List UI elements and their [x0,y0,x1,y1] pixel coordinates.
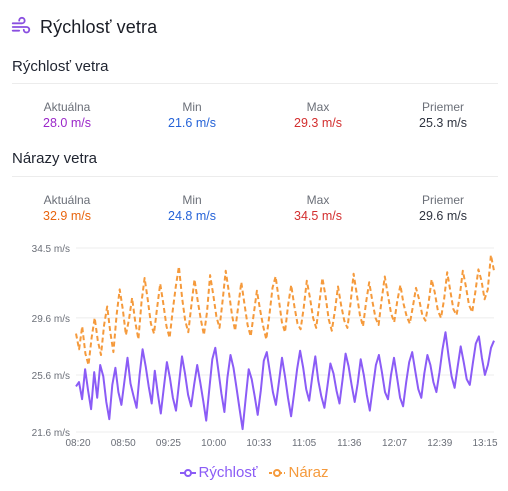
legend-marker-speed [179,468,196,477]
gusts-max-stat: Max 34.5 m/s [258,193,378,224]
stat-value: 28.0 m/s [43,116,91,130]
stat-label: Max [306,100,330,114]
stat-label: Min [182,193,202,207]
stat-value: 21.6 m/s [168,116,216,130]
wind-chart[interactable]: 34.5 m/s 29.6 m/s 25.6 m/s 21.6 m/s08:20 08:… [0,232,508,454]
speed-current-stat: Aktuálna 28.0 m/s [7,100,127,131]
gusts-avg-stat: Priemer 29.6 m/s [383,193,503,224]
x-tick-label: 11:05 [292,438,317,449]
legend-marker-gust [269,468,286,477]
wind-icon [11,16,31,34]
stat-value: 29.6 m/s [419,209,467,223]
stat-value: 25.3 m/s [419,116,467,130]
speed-section-title: Rýchlosť vetra [12,58,109,75]
speed-min-stat: Min 21.6 m/s [132,100,252,131]
speed-divider [12,83,498,84]
y-tick-label: 34.5 m/s [32,244,70,255]
x-tick-label: 08:20 [65,438,90,449]
stat-label: Max [306,193,330,207]
stat-value: 34.5 m/s [294,209,342,223]
stat-value: 24.8 m/s [168,209,216,223]
legend-item-speed[interactable]: Rýchlosť [179,464,258,481]
x-tick-label: 10:00 [201,438,226,449]
x-tick-label: 11:36 [337,438,362,449]
speed-avg-stat: Priemer 25.3 m/s [383,100,503,131]
gusts-section-title: Nárazy vetra [12,150,98,167]
x-tick-label: 08:50 [111,438,136,449]
legend-label-gust: Náraz [288,464,329,481]
legend-item-gust[interactable]: Náraz [269,464,329,481]
x-tick-label: 09:25 [156,438,181,449]
speed-max-stat: Max 29.3 m/s [258,100,378,131]
x-tick-label: 13:15 [472,438,497,449]
gusts-divider [12,176,498,177]
stat-label: Priemer [421,193,464,207]
speed-series-line [75,331,495,431]
y-tick-label: 29.6 m/s [32,314,70,325]
x-tick-label: 10:33 [246,438,271,449]
stat-label: Min [182,100,202,114]
y-tick-label: 21.6 m/s [32,428,70,439]
x-tick-label: 12:07 [382,438,407,449]
gust-series-line [75,254,495,366]
chart-legend: Rýchlosť Náraz [0,464,508,481]
stat-value: 32.9 m/s [43,209,91,223]
card-header: Rýchlosť vetra [10,15,157,39]
gusts-min-stat: Min 24.8 m/s [132,193,252,224]
stat-label: Aktuálna [43,193,91,207]
legend-label-speed: Rýchlosť [198,464,258,481]
card-title: Rýchlosť vetra [40,16,158,37]
stat-label: Aktuálna [43,100,91,114]
y-tick-label: 25.6 m/s [32,371,70,382]
stat-value: 29.3 m/s [294,116,342,130]
x-tick-label: 12:39 [427,438,452,449]
stat-label: Priemer [421,100,464,114]
gusts-current-stat: Aktuálna 32.9 m/s [7,193,127,224]
